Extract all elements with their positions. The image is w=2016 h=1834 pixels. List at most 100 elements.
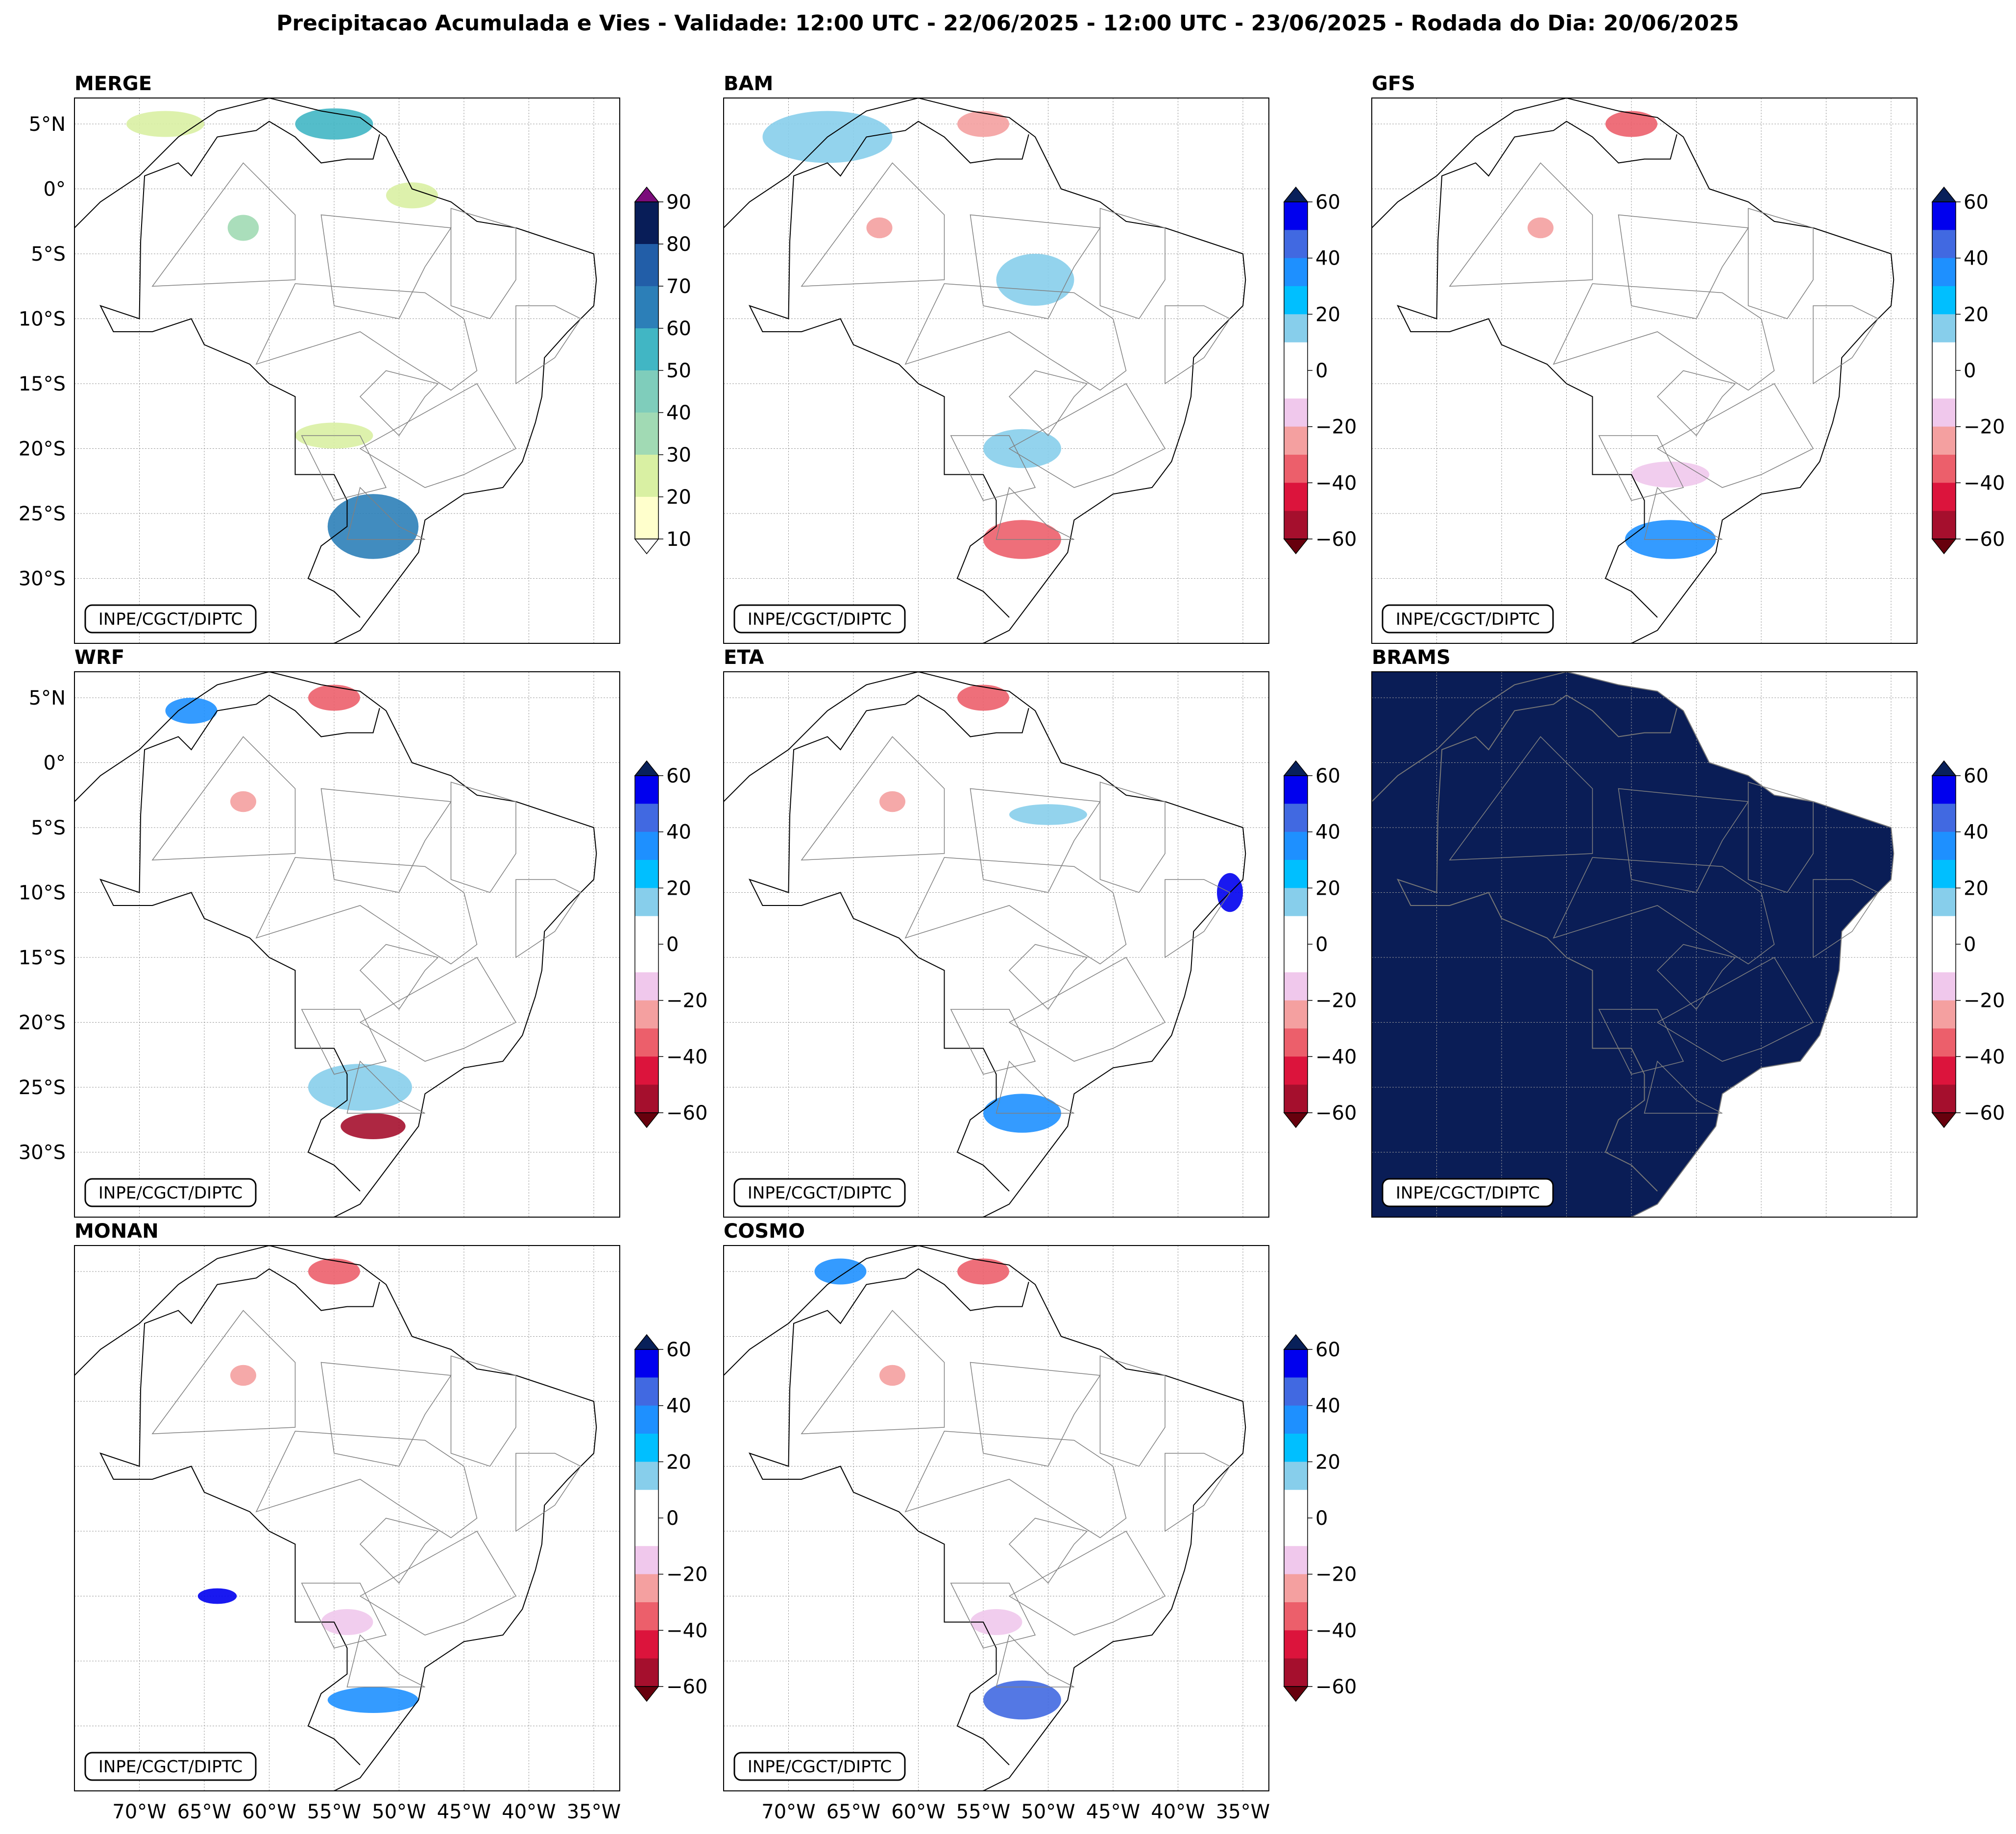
field-blob [1009,804,1087,825]
filled-field-north [1372,672,1567,802]
colorbar-swatch [1284,1574,1308,1603]
state-border [950,1009,1036,1075]
colorbar-extend-max [634,760,659,776]
colorbar-tick-label: −20 [666,990,707,1012]
colorbar-swatch [635,370,658,413]
map-content [1372,672,1917,1217]
field-blob [308,685,360,711]
colorbar-tick-label: −60 [1315,1102,1357,1125]
country-border-north [789,121,1029,241]
colorbar-tick-label: −20 [1315,1564,1357,1586]
colorbar-swatch [1932,202,1956,230]
field-blob [983,1680,1061,1720]
state-border [1644,487,1723,540]
colorbar-tick-label: −20 [1964,990,2005,1012]
colorbar-swatch [1932,230,1956,259]
map-background [724,98,1269,643]
colorbar: 60 40 20 0 −20 −40 −60 [634,1334,707,1702]
lat-tick-label: 15°S [19,947,66,969]
country-border [99,814,361,1192]
lon-tick-label: 60°W [891,1801,945,1823]
lon-tick-label: 60°W [242,1801,296,1823]
colorbar-swatch [635,944,658,973]
state-border [346,1060,425,1114]
state-border [151,162,296,287]
credit-label: INPE/CGCT/DIPTC [98,1757,243,1777]
country-border-north [140,694,380,815]
colorbar-swatch [1932,1028,1956,1057]
colorbar-tick-label: −40 [1315,1046,1357,1068]
panel-title: GFS [1372,73,1415,95]
colorbar-tick-label: 20 [666,486,691,509]
panel-title: MERGE [74,73,152,95]
map-content [724,672,1269,1217]
map-frame [74,671,620,1218]
colorbar-tick-label: 40 [1964,247,1989,270]
state-border [255,857,478,965]
field-blob [308,1258,360,1285]
state-border [151,736,296,861]
state-border [970,214,1101,319]
colorbar-tick-label: 0 [1964,933,1976,956]
state-border [255,1431,478,1539]
colorbar-swatch [635,1490,658,1518]
lat-tick-label: 25°S [19,1076,66,1099]
lon-tick-label: 45°W [1086,1801,1140,1823]
colorbar-tick-label: 10 [666,528,691,551]
state-border [1449,162,1593,287]
colorbar-tick-label: 60 [1964,765,1989,787]
field-blob [126,111,204,137]
state-border [1008,1517,1088,1584]
figure-title: Precipitacao Acumulada e Vies - Validade… [276,11,1739,36]
panel-title: ETA [724,646,764,669]
colorbar: 60 40 20 0 −20 −40 −60 [1283,186,1357,555]
colorbar-frame [1932,775,1956,1113]
colorbar-swatch [635,1405,658,1434]
country-border-north [140,121,380,241]
field-blob [386,182,438,209]
map-content [724,1246,1269,1791]
map-content [74,98,620,643]
field-blob [879,791,905,812]
map-frame [1371,98,1918,644]
credit-box [1382,604,1554,634]
colorbar-tick-label: 40 [1315,247,1340,270]
state-border [359,956,517,1062]
colorbar-swatch [1932,511,1956,539]
lat-tick-label: 0° [44,752,66,775]
colorbar-frame [1284,201,1308,539]
lon-tick-label: 40°W [502,1801,556,1823]
field-blob [866,217,893,239]
coastline [74,1246,597,1791]
lat-tick-label: 30°S [19,1142,66,1164]
colorbar-swatch [1284,1056,1308,1085]
colorbar-swatch [1932,342,1956,371]
state-border [320,788,452,893]
state-border [1748,782,1814,893]
colorbar-swatch [1932,1000,1956,1029]
colorbar-swatch [635,202,658,244]
colorbar-swatch [1284,1405,1308,1434]
lon-tick-label: 50°W [1021,1801,1075,1823]
state-border [996,1060,1074,1114]
colorbar-swatch [635,497,658,539]
colorbar-tick-label: −60 [1315,1676,1357,1698]
colorbar-tick-label: 40 [1964,821,1989,844]
colorbar-tick-label: −40 [666,1619,707,1642]
colorbar-tick-label: 60 [1964,191,1989,214]
colorbar-tick-label: −20 [1964,416,2005,439]
state-border [301,435,387,501]
colorbar-frame [634,1349,659,1687]
map-content [724,98,1269,643]
colorbar-tick-label: 40 [666,1395,691,1418]
colorbar-swatch [1932,1084,1956,1113]
colorbar-tick-label: 60 [666,1339,691,1361]
state-border [359,1517,439,1584]
colorbar-extend-max [1931,760,1957,776]
state-border [1553,283,1775,391]
state-border [801,162,945,287]
colorbar-swatch [1932,804,1956,832]
credit-box [84,604,257,634]
state-border [1748,208,1814,319]
